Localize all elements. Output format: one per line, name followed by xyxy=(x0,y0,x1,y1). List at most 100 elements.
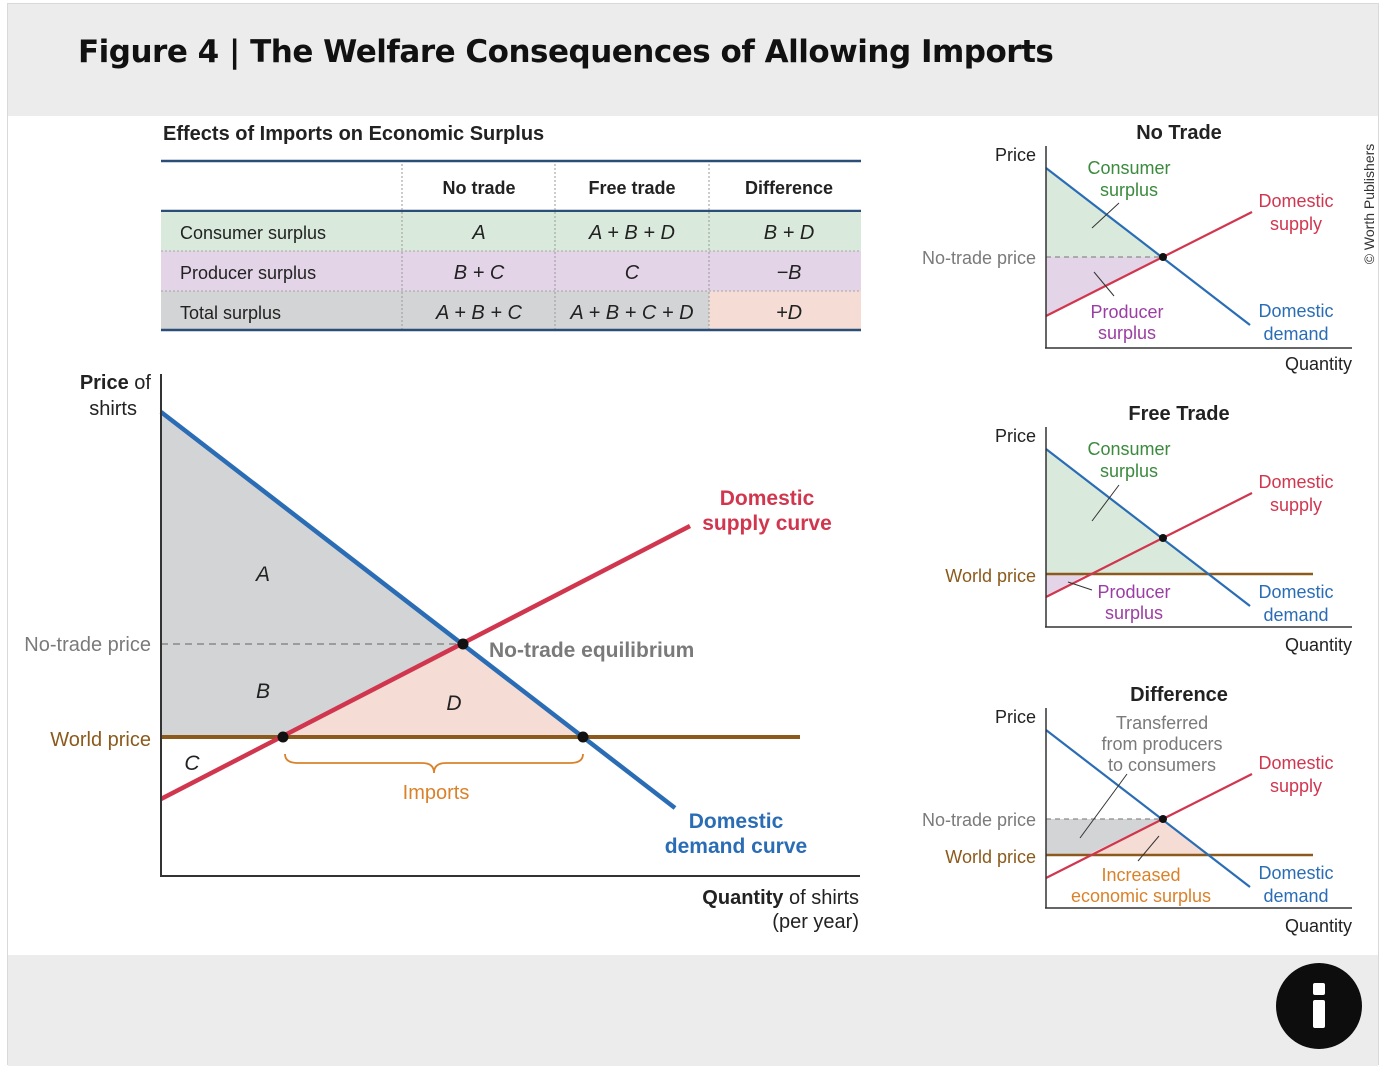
leader-line xyxy=(1091,484,1120,522)
quantity-label: Quantity xyxy=(1285,354,1352,374)
consumer-surplus-label-2: surplus xyxy=(1100,461,1158,481)
price-label: Price xyxy=(995,145,1036,165)
area-a-label: A xyxy=(254,563,270,586)
leader-line xyxy=(1093,271,1115,297)
col-header-free-trade: Free trade xyxy=(588,178,675,198)
info-icon-dot xyxy=(1313,983,1325,995)
imports-label: Imports xyxy=(403,782,470,804)
area-b-label: B xyxy=(256,680,270,703)
domestic-supply-label-1: Domestic xyxy=(1258,191,1333,211)
domestic-demand-label-1: Domestic xyxy=(1258,301,1333,321)
producer-surplus-label-1: Producer xyxy=(1090,302,1163,322)
info-icon xyxy=(1313,1000,1325,1028)
leader-line xyxy=(1137,835,1160,862)
y-axis-label-bold: Price xyxy=(80,372,129,394)
row-bg-total-difference xyxy=(709,291,861,329)
x-axis-label-rest: of shirts xyxy=(783,887,859,909)
consumer-surplus-label-2: surplus xyxy=(1100,180,1158,200)
info-button[interactable] xyxy=(1276,963,1362,1049)
credit-label: © Worth Publishers xyxy=(1361,144,1377,265)
quantity-label: Quantity xyxy=(1285,916,1352,936)
y-axis-label-rest: of xyxy=(129,372,152,394)
x-axis-label-line2: (per year) xyxy=(772,911,859,933)
domestic-supply-label-2: supply xyxy=(1270,776,1322,796)
row-bg-consumer xyxy=(161,212,861,251)
cell: A + B + C xyxy=(435,302,523,324)
area-a-b-c xyxy=(161,412,463,737)
transferred-label-1: Transferred xyxy=(1116,713,1208,733)
cell: C xyxy=(625,262,640,284)
cell: A + B + C + D xyxy=(569,302,693,324)
domestic-supply-label-1: Domestic xyxy=(1258,753,1333,773)
producer-surplus-label-2: surplus xyxy=(1105,603,1163,623)
world-price-label: World price xyxy=(945,847,1036,867)
transferred-surplus-area xyxy=(1046,819,1163,855)
cell: A xyxy=(471,222,485,244)
equilibrium-point xyxy=(457,638,469,650)
table-title: Effects of Imports on Economic Surplus xyxy=(163,123,544,145)
col-header-no-trade: No trade xyxy=(442,178,515,198)
domestic-supply-label-1: Domestic xyxy=(1258,472,1333,492)
world-price-label: World price xyxy=(50,729,151,751)
domestic-demand-label-1: Domestic xyxy=(1258,863,1333,883)
transferred-label-3: to consumers xyxy=(1108,755,1216,775)
cell: +D xyxy=(776,302,802,324)
demand-label-line2: demand curve xyxy=(665,835,807,858)
quantity-label: Quantity xyxy=(1285,635,1352,655)
demand-curve xyxy=(159,410,677,810)
domestic-demand-label-2: demand xyxy=(1263,605,1328,625)
area-d xyxy=(283,644,583,737)
equilibrium-point xyxy=(1159,815,1167,823)
domestic-demand-line xyxy=(1045,729,1251,888)
domestic-demand-line xyxy=(1045,448,1251,607)
supply-label-line1: Domestic xyxy=(720,487,815,510)
leader-line xyxy=(1079,773,1128,839)
domestic-supply-line xyxy=(1045,773,1253,879)
domestic-demand-label-2: demand xyxy=(1263,324,1328,344)
supply-label-line2: supply curve xyxy=(702,512,832,535)
col-header-difference: Difference xyxy=(745,178,833,198)
domestic-supply-line xyxy=(1045,211,1253,317)
free-trade-chart-title: Free Trade xyxy=(1128,403,1229,425)
main-chart: Imports A B C D No-trade price World pri… xyxy=(24,372,860,933)
row-bg-producer xyxy=(161,251,861,291)
producer-surplus-label-1: Producer xyxy=(1097,582,1170,602)
domestic-supply-label-2: supply xyxy=(1270,214,1322,234)
increased-surplus-label-1: Increased xyxy=(1101,865,1180,885)
y-axis-label-line2: shirts xyxy=(89,398,137,420)
no-trade-price-label: No-trade price xyxy=(922,810,1036,830)
consumer-surplus-label-1: Consumer xyxy=(1087,439,1170,459)
row-label-consumer: Consumer surplus xyxy=(180,223,326,243)
consumer-surplus-label-1: Consumer xyxy=(1087,158,1170,178)
demand-label-line1: Domestic xyxy=(689,810,784,833)
domestic-demand-label-2: demand xyxy=(1263,886,1328,906)
leader-line xyxy=(1067,581,1093,591)
imports-bracket xyxy=(284,753,584,774)
no-trade-price-label: No-trade price xyxy=(24,634,151,656)
figure-frame: Figure 4 | The Welfare Consequences of A… xyxy=(7,3,1379,1066)
free-trade-chart: Free Trade Price Quantity World price Co… xyxy=(945,403,1352,655)
cell: B + C xyxy=(454,262,505,284)
row-label-producer: Producer surplus xyxy=(180,263,316,283)
domestic-quantity-demanded-point xyxy=(577,731,589,743)
no-trade-chart-title: No Trade xyxy=(1136,122,1222,144)
producer-surplus-label-2: surplus xyxy=(1098,323,1156,343)
x-axis-label: Quantity of shirts xyxy=(702,887,859,909)
world-price-label: World price xyxy=(945,566,1036,586)
increased-surplus-label-2: economic surplus xyxy=(1071,886,1211,906)
supply-curve xyxy=(159,524,692,801)
no-trade-price-label: No-trade price xyxy=(922,248,1036,268)
surplus-table: Effects of Imports on Economic Surplus N… xyxy=(161,123,861,332)
leader-line xyxy=(1091,202,1120,229)
price-label: Price xyxy=(995,707,1036,727)
price-label: Price xyxy=(995,426,1036,446)
cell: A + B + D xyxy=(588,222,675,244)
domestic-demand-label-1: Domestic xyxy=(1258,582,1333,602)
figure-header: Figure 4 | The Welfare Consequences of A… xyxy=(8,4,1378,116)
equilibrium-point xyxy=(1159,253,1167,261)
area-c-label: C xyxy=(184,752,200,775)
figure-footer xyxy=(8,955,1378,1066)
increased-surplus-area xyxy=(1087,819,1208,855)
cell: −B xyxy=(776,262,801,284)
area-d-label: D xyxy=(446,692,461,715)
